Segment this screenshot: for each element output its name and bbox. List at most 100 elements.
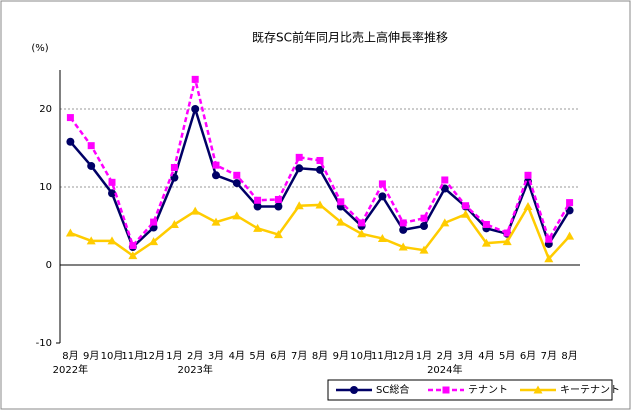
x-tick-label: 10月	[101, 350, 124, 362]
x-tick-label: 8月	[312, 350, 328, 362]
x-tick-label: 4月	[478, 350, 494, 362]
x-tick-label: 1月	[166, 350, 182, 362]
marker	[66, 114, 74, 122]
marker	[232, 211, 242, 220]
x-tick-label: 5月	[499, 350, 515, 362]
x-tick-label: 12月	[142, 350, 165, 362]
x-tick-label: 12月	[392, 350, 415, 362]
x-tick-label: 8月	[62, 350, 78, 362]
y-axis-label: (%)	[31, 43, 48, 54]
marker	[461, 209, 471, 218]
y-tick-label: 0	[46, 260, 52, 271]
marker	[253, 202, 262, 211]
marker	[398, 242, 408, 251]
x-tick-label: 6月	[520, 350, 536, 362]
marker	[316, 156, 324, 164]
marker	[481, 238, 491, 247]
marker	[294, 201, 304, 210]
marker	[128, 251, 138, 260]
marker	[545, 235, 553, 243]
marker	[502, 237, 512, 246]
marker	[315, 200, 325, 209]
marker	[86, 236, 96, 245]
chart-title: 既存SC前年同月比売上高伸長率推移	[252, 30, 448, 45]
legend-box	[327, 379, 613, 401]
marker	[440, 184, 449, 193]
legend-label: キーテナント	[560, 384, 620, 396]
x-tick-label: 8月	[561, 350, 577, 362]
marker	[503, 229, 511, 237]
marker	[523, 202, 533, 210]
x-tick-label: 5月	[249, 350, 265, 362]
marker	[87, 161, 96, 170]
x-year-label: 2023年	[177, 363, 212, 376]
marker	[170, 164, 178, 171]
marker	[108, 189, 116, 198]
marker	[273, 230, 283, 239]
x-tick-label: 9月	[333, 350, 349, 362]
legend-marker	[442, 386, 450, 394]
marker	[169, 219, 179, 228]
marker	[274, 202, 283, 211]
legend-label: テナント	[468, 384, 508, 396]
y-tick-label: 20	[39, 104, 52, 115]
marker	[440, 218, 450, 227]
marker	[149, 237, 159, 246]
x-tick-label: 11月	[371, 350, 394, 362]
x-tick-label: 7月	[541, 350, 557, 362]
marker	[295, 153, 303, 161]
x-year-label: 2022年	[53, 363, 88, 376]
marker	[274, 195, 282, 203]
marker	[462, 202, 470, 210]
marker	[378, 180, 386, 188]
y-tick-label: -10	[36, 338, 52, 349]
marker	[441, 176, 449, 184]
marker	[378, 192, 387, 201]
x-tick-label: 6月	[270, 350, 286, 362]
x-tick-label: 2月	[437, 350, 453, 362]
marker	[295, 164, 304, 173]
marker	[420, 214, 428, 222]
marker	[399, 225, 408, 234]
marker	[337, 198, 345, 206]
marker	[87, 142, 95, 150]
marker	[107, 236, 117, 245]
marker	[191, 75, 199, 83]
marker	[544, 254, 554, 263]
marker	[212, 161, 220, 169]
legend-marker	[350, 386, 358, 394]
marker	[212, 171, 220, 180]
marker	[524, 171, 532, 179]
marker	[211, 217, 221, 226]
marker	[420, 222, 428, 230]
marker	[482, 220, 490, 228]
marker	[336, 217, 346, 226]
marker	[65, 228, 75, 237]
y-tick-label: 10	[39, 182, 52, 193]
marker	[565, 231, 575, 240]
marker	[358, 219, 366, 227]
marker	[129, 242, 137, 249]
marker	[566, 199, 574, 207]
marker	[190, 206, 200, 215]
x-tick-label: 10月	[350, 350, 373, 362]
x-tick-label: 9月	[83, 350, 99, 362]
x-tick-label: 7月	[291, 350, 307, 362]
x-tick-label: 11月	[121, 350, 144, 362]
marker	[357, 229, 367, 238]
marker	[108, 178, 116, 186]
marker	[66, 137, 75, 146]
marker	[191, 105, 200, 113]
marker	[316, 165, 324, 174]
marker	[232, 179, 241, 188]
marker	[233, 171, 241, 179]
marker	[150, 218, 158, 226]
marker	[419, 245, 429, 254]
marker	[253, 223, 263, 232]
x-tick-label: 3月	[457, 350, 473, 362]
x-tick-label: 1月	[416, 350, 432, 362]
x-tick-label: 2月	[187, 350, 203, 362]
x-tick-label: 3月	[208, 350, 224, 362]
x-year-label: 2024年	[427, 363, 462, 376]
